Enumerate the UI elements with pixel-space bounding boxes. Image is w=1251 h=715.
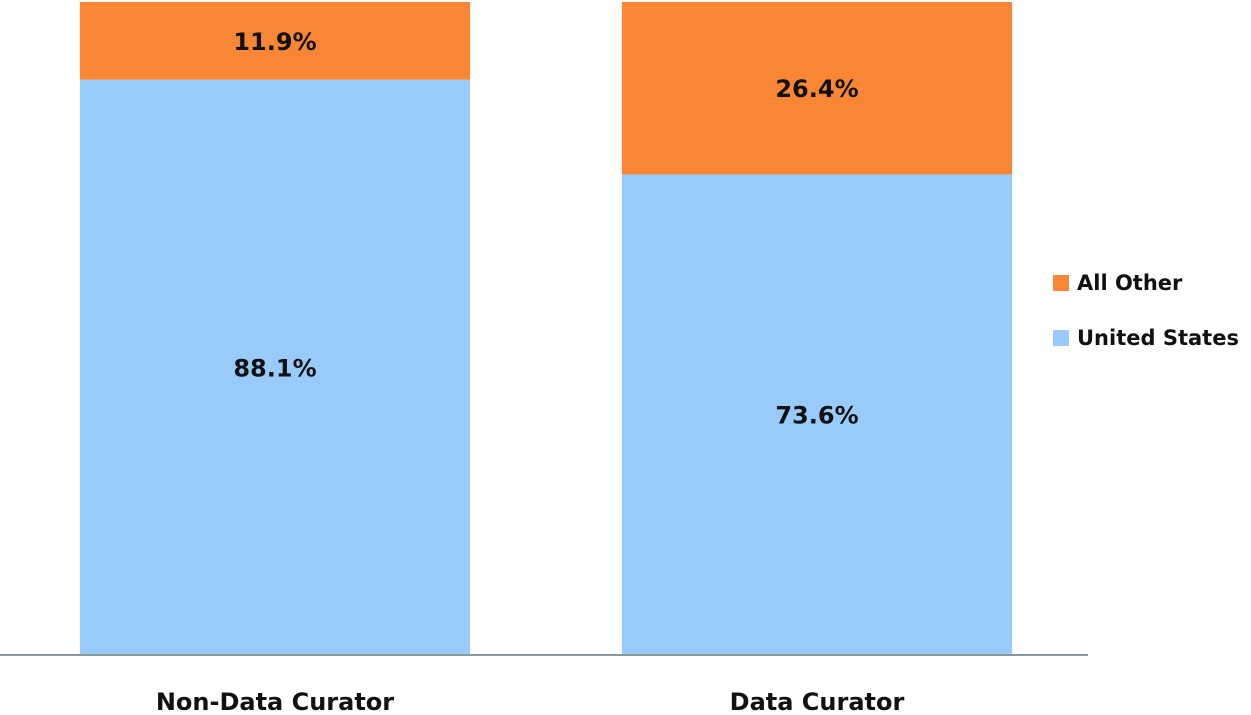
legend-label: United States (1077, 326, 1239, 350)
x-tick-label: Non-Data Curator (156, 688, 394, 715)
data-label: 73.6% (775, 402, 858, 430)
legend-label: All Other (1077, 271, 1183, 295)
x-tick-label: Data Curator (730, 688, 905, 715)
data-label: 88.1% (233, 354, 316, 382)
legend-swatch (1053, 330, 1069, 346)
bar-segment (79, 79, 471, 655)
legend-swatch (1053, 275, 1069, 291)
data-label: 11.9% (233, 28, 316, 56)
data-label: 26.4% (775, 75, 858, 103)
bar-segment (621, 174, 1013, 655)
bar-segment (79, 2, 471, 80)
bar-segment (621, 2, 1013, 175)
